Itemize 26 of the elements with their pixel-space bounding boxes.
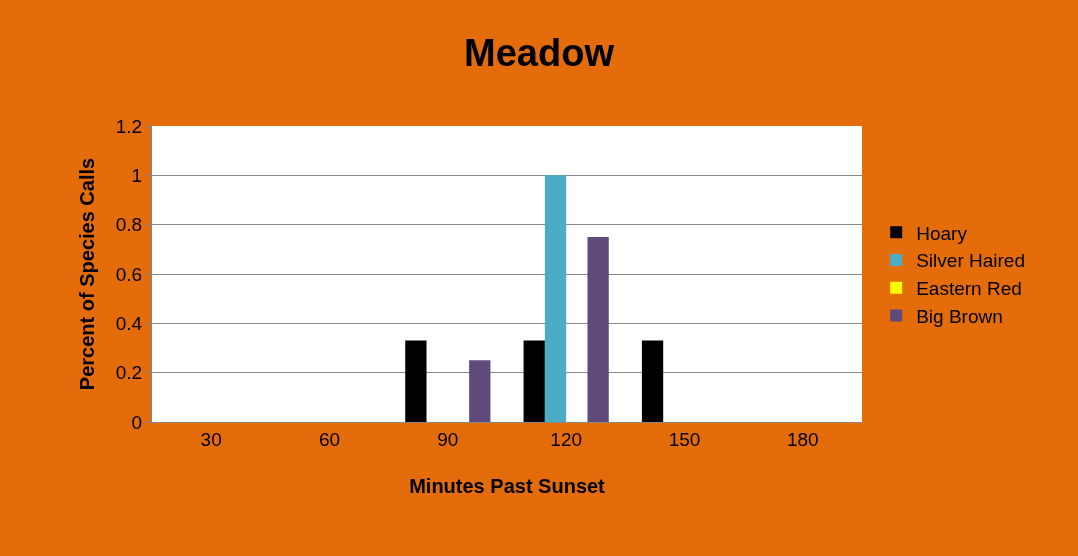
x-tick-label: 60 [318, 428, 341, 450]
y-tick-label: 0.4 [115, 312, 143, 334]
y-axis-title: Percent of Species Calls [76, 157, 99, 391]
legend-label: Silver Haired [916, 250, 1025, 272]
y-tick-label: 1 [131, 164, 143, 186]
legend-label: Hoary [916, 222, 968, 244]
x-tick-label: 150 [668, 428, 701, 450]
y-tick-label: 0 [131, 411, 143, 433]
bar [641, 340, 664, 422]
legend-label: Eastern Red [916, 278, 1022, 300]
bar [405, 340, 427, 422]
x-tick-label: 30 [200, 428, 222, 450]
bar [523, 340, 545, 422]
bar [469, 360, 491, 422]
bar [544, 175, 567, 422]
chart-title: Meadow [464, 31, 615, 74]
y-tick-label: 0.6 [115, 263, 143, 285]
x-tick-label: 120 [550, 428, 583, 450]
bar [587, 237, 609, 422]
y-tick-label: 0.2 [115, 362, 143, 384]
legend-label: Big Brown [916, 305, 1003, 327]
y-tick-label: 1.2 [115, 115, 143, 137]
x-tick-label: 90 [437, 428, 459, 450]
x-axis-title: Minutes Past Sunset [409, 475, 606, 498]
x-tick-label: 180 [786, 428, 819, 450]
y-tick-label: 0.8 [115, 214, 143, 236]
